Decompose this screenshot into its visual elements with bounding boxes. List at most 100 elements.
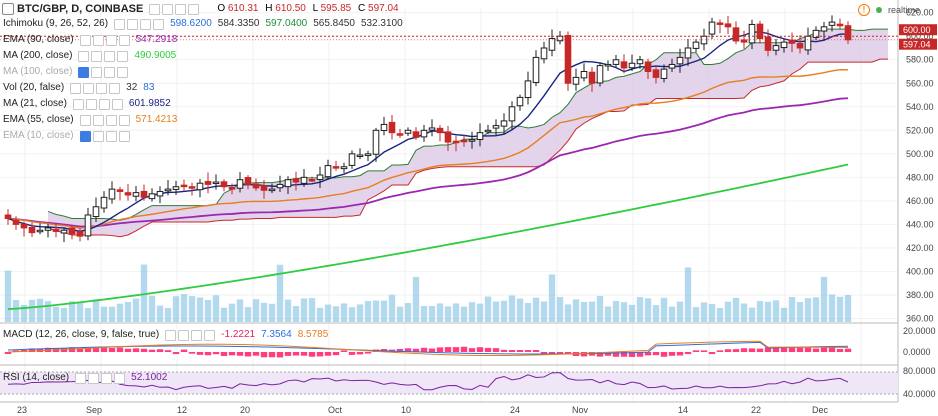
settings-icon[interactable] — [91, 66, 103, 78]
indicator-legend[interactable]: EMA (10, close) — [0, 129, 130, 143]
settings-icon[interactable] — [83, 82, 95, 94]
more-icon[interactable] — [117, 50, 129, 62]
more-icon[interactable] — [153, 18, 165, 30]
indicator-legend[interactable]: MA (100, close) — [0, 65, 129, 79]
more-icon[interactable] — [118, 130, 130, 142]
settings-icon[interactable] — [92, 34, 104, 46]
volume-bar — [492, 301, 500, 322]
indicator-legend[interactable]: MA (200, close) 490.9005 — [0, 49, 176, 63]
more-icon[interactable] — [204, 329, 216, 341]
indicator-controls[interactable] — [78, 50, 129, 62]
hide-icon[interactable] — [72, 98, 84, 110]
macd-label[interactable]: MACD (12, 26, close, 9, false, true) — [3, 329, 160, 340]
settings-icon[interactable] — [127, 18, 139, 30]
hide-icon[interactable] — [75, 372, 87, 384]
rsi-controls[interactable] — [75, 372, 126, 384]
hide-icon[interactable] — [78, 66, 90, 78]
indicator-label[interactable]: MA (200, close) — [3, 50, 73, 61]
indicator-label[interactable]: MA (100, close) — [3, 66, 73, 77]
indicator-controls[interactable] — [70, 82, 121, 94]
indicator-controls[interactable] — [78, 66, 129, 78]
realtime-status[interactable]: ! realtime — [858, 4, 920, 16]
settings-icon[interactable] — [92, 130, 104, 142]
symbol-title[interactable]: BTC/GBP, D, COINBASE — [17, 3, 144, 15]
macd-hist-bar — [836, 349, 844, 352]
candle-body — [508, 106, 516, 122]
indicator-legend[interactable]: EMA (55, close) 571.4213 — [0, 113, 177, 127]
volume-bar — [748, 307, 756, 322]
ema55-line — [7, 69, 849, 229]
settings-icon[interactable] — [91, 50, 103, 62]
volume-bar — [708, 304, 716, 322]
candle-body — [804, 35, 812, 51]
more-icon[interactable] — [188, 3, 200, 15]
price-tick-label: 460.00 — [906, 196, 934, 206]
indicator-legend[interactable]: Vol (20, false) 32 83 — [0, 81, 154, 95]
indicator-label[interactable]: Vol (20, false) — [3, 82, 65, 93]
hide-icon[interactable] — [70, 82, 82, 94]
close-icon[interactable] — [104, 50, 116, 62]
hide-icon[interactable] — [79, 34, 91, 46]
rsi-legend[interactable]: RSI (14, close) 52.1002 — [0, 371, 167, 385]
more-icon[interactable] — [111, 98, 123, 110]
more-icon[interactable] — [117, 66, 129, 78]
volume-bar — [812, 297, 820, 322]
indicator-label[interactable]: EMA (90, close) — [3, 34, 74, 45]
indicator-controls[interactable] — [79, 114, 130, 126]
candle-body — [404, 129, 412, 134]
close-icon[interactable] — [140, 18, 152, 30]
indicator-legend[interactable]: Ichimoku (9, 26, 52, 26) 598.6200 584.3350… — [0, 17, 403, 31]
more-icon[interactable] — [118, 34, 130, 46]
open-value: 610.31 — [227, 3, 259, 14]
indicator-legend[interactable]: MA (21, close) 601.9852 — [0, 97, 171, 111]
macd-controls[interactable] — [165, 329, 216, 341]
macd-legend[interactable]: MACD (12, 26, close, 9, false, true) -1.2… — [0, 328, 328, 342]
time-tick-label: Nov — [572, 405, 589, 415]
close-icon[interactable] — [96, 82, 108, 94]
candle-body — [292, 178, 300, 183]
indicator-controls[interactable] — [79, 34, 130, 46]
close-icon[interactable] — [191, 329, 203, 341]
more-icon[interactable] — [109, 82, 121, 94]
indicator-controls[interactable] — [79, 130, 130, 142]
close-icon[interactable] — [98, 98, 110, 110]
hide-icon[interactable] — [78, 50, 90, 62]
close-icon[interactable] — [105, 34, 117, 46]
hide-icon[interactable] — [149, 3, 161, 15]
settings-icon[interactable] — [92, 114, 104, 126]
indicator-legend[interactable]: EMA (90, close) 547.2918 — [0, 33, 177, 47]
rsi-label[interactable]: RSI (14, close) — [3, 372, 70, 383]
hide-icon[interactable] — [114, 18, 126, 30]
more-icon[interactable] — [114, 372, 126, 384]
indicator-label[interactable]: Ichimoku (9, 26, 52, 26) — [3, 18, 109, 29]
volume-bar — [604, 306, 612, 322]
hide-icon[interactable] — [165, 329, 177, 341]
indicator-controls[interactable] — [114, 18, 165, 30]
indicator-label[interactable]: EMA (55, close) — [3, 114, 74, 125]
more-icon[interactable] — [118, 114, 130, 126]
hide-icon[interactable] — [79, 114, 91, 126]
settings-icon[interactable] — [178, 329, 190, 341]
close-icon[interactable] — [105, 130, 117, 142]
volume-bar — [420, 305, 428, 322]
macd-hist-bar — [668, 352, 676, 356]
warning-icon[interactable]: ! — [858, 4, 870, 16]
low-label: L — [312, 3, 318, 14]
close-icon[interactable] — [105, 114, 117, 126]
close-icon[interactable] — [104, 66, 116, 78]
hide-icon[interactable] — [79, 130, 91, 142]
macd-hist-bar — [100, 347, 108, 352]
indicator-label[interactable]: EMA (10, close) — [3, 130, 74, 141]
macd-hist-bar — [460, 346, 468, 352]
settings-icon[interactable] — [88, 372, 100, 384]
settings-icon[interactable] — [162, 3, 174, 15]
close-icon[interactable] — [101, 372, 113, 384]
volume-bar — [468, 302, 476, 322]
close-icon[interactable] — [175, 3, 187, 15]
volume-bar — [268, 303, 276, 322]
indicator-controls[interactable] — [72, 98, 123, 110]
symbol-controls[interactable] — [149, 3, 200, 15]
settings-icon[interactable] — [85, 98, 97, 110]
indicator-label[interactable]: MA (21, close) — [3, 98, 67, 109]
